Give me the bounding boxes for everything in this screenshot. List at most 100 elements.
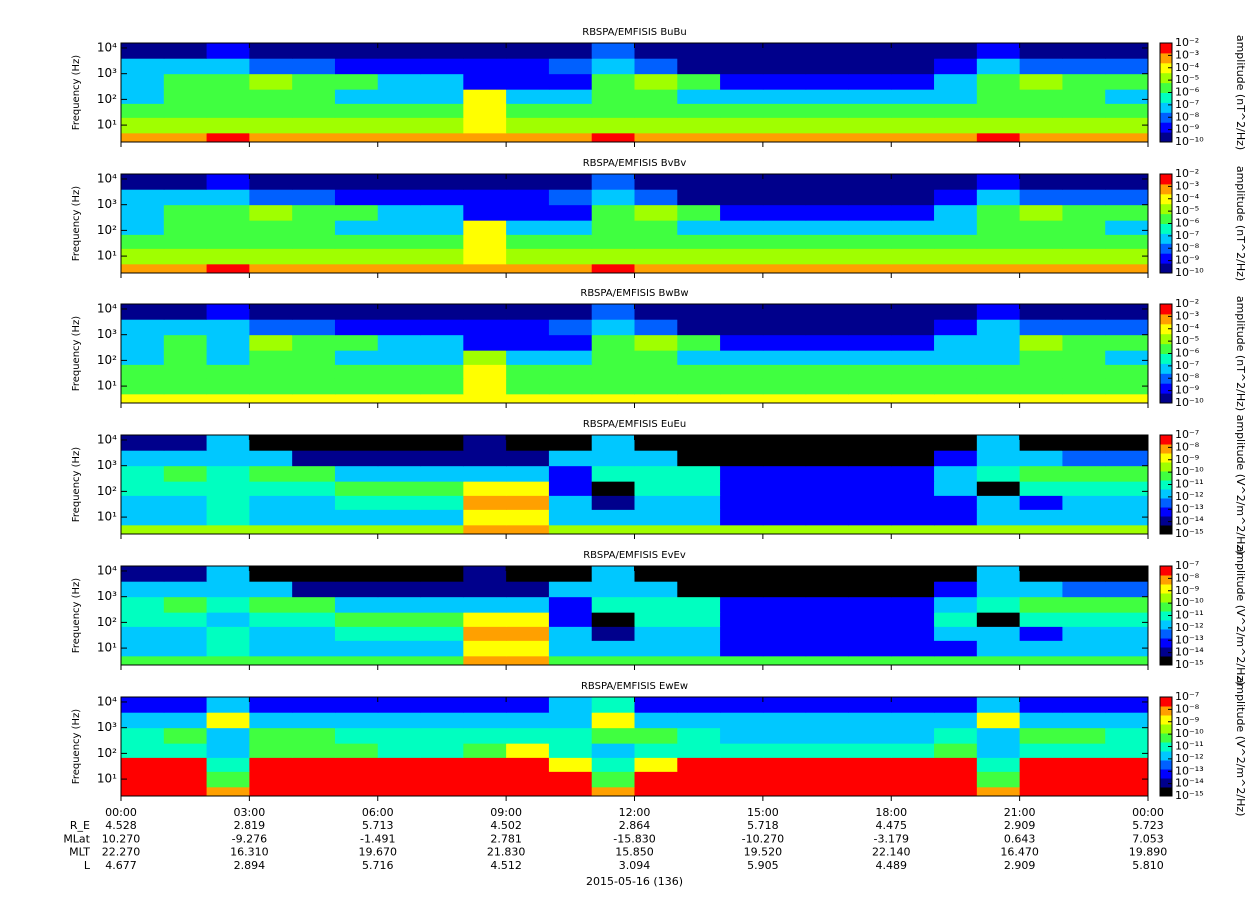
spectrogram-cell [634, 304, 678, 320]
spectrogram-cell [934, 103, 978, 118]
spectrogram-cell [121, 304, 165, 320]
spectrogram-cell [591, 378, 635, 395]
colorbar-tick-label: 10⁻¹⁰ [1175, 266, 1204, 279]
spectrogram-cell [249, 596, 293, 613]
colorbar-tick-label: 10⁻⁴ [1175, 322, 1200, 335]
spectrogram-cell [1019, 304, 1063, 320]
spectrogram-cell [677, 204, 721, 221]
spectrogram-cell [976, 248, 1021, 265]
colorbar-segment [1160, 393, 1172, 404]
spectrogram-cell [463, 640, 507, 657]
spectrogram-cell [1105, 771, 1149, 788]
panel-title: RBSPA/EMFISIS BwBw [580, 288, 688, 299]
spectrogram-cell [121, 743, 165, 758]
spectrogram-cell [591, 132, 635, 143]
spectrogram-cell [548, 771, 593, 788]
spectrogram-cell [934, 465, 978, 482]
spectrogram-cell [591, 73, 635, 90]
spectrogram-cell [506, 524, 550, 535]
spectrogram-cell [334, 117, 379, 134]
spectrogram-cell [848, 450, 892, 467]
spectrogram-cell [677, 581, 721, 598]
spectrogram-cell [121, 319, 165, 336]
ephemeris-value: 2.909 [1004, 819, 1036, 832]
ephemeris-value: 21.830 [487, 846, 526, 859]
spectrogram-cell [634, 655, 678, 666]
spectrogram-cell [634, 450, 678, 467]
spectrogram-cell [206, 393, 250, 404]
spectrogram-cell [334, 263, 379, 274]
spectrogram-cell [163, 89, 208, 104]
spectrogram-cell [377, 435, 422, 451]
spectrogram-cell [891, 393, 935, 404]
colorbar-segment [1160, 102, 1172, 113]
spectrogram-cell [163, 712, 208, 729]
spectrogram-cell [548, 43, 593, 59]
spectrogram-cell [1062, 757, 1106, 772]
spectrogram-cell [334, 524, 379, 535]
spectrogram-cell [976, 435, 1021, 451]
spectrogram-cell [163, 103, 208, 118]
spectrogram-cell [720, 304, 764, 320]
spectrogram-cell [163, 450, 208, 467]
spectrogram-cell [206, 334, 250, 351]
colorbar-tick-label: 10⁻¹⁰ [1175, 727, 1204, 740]
spectrogram-cell [762, 132, 807, 143]
spectrogram-cell [1019, 378, 1063, 395]
spectrogram-cell [548, 612, 593, 627]
spectrogram-cell [506, 743, 550, 758]
spectrogram-cell [805, 103, 849, 118]
spectrogram-cell [720, 73, 764, 90]
spectrogram-cell [805, 612, 849, 627]
spectrogram-cell [591, 435, 635, 451]
spectrogram-cell [891, 626, 935, 641]
colorbar-tick-label: 10⁻¹³ [1175, 633, 1204, 646]
spectrogram-cell [377, 189, 422, 206]
y-tick-label: 10⁴ [97, 171, 117, 185]
spectrogram-cell [934, 786, 978, 797]
spectrogram-cell [762, 43, 807, 59]
spectrogram-cell [805, 786, 849, 797]
colorbar-segment [1160, 193, 1172, 205]
spectrogram-cell [249, 393, 293, 404]
spectrogram-cell [934, 581, 978, 598]
spectrogram-cell [377, 465, 422, 482]
spectrogram-cell [163, 304, 208, 320]
spectrogram-cell [934, 73, 978, 90]
spectrogram-cell [805, 58, 849, 75]
spectrogram-cell [677, 89, 721, 104]
spectrogram-cell [1019, 771, 1063, 788]
colorbar-segment [1160, 263, 1172, 274]
spectrogram-cell [976, 612, 1021, 627]
spectrogram-cell [377, 263, 422, 274]
spectrogram-cell [677, 481, 721, 496]
spectrogram-cell [591, 263, 635, 274]
spectrogram-cell [634, 117, 678, 134]
spectrogram-cell [420, 89, 464, 104]
spectrogram-cell [163, 132, 208, 143]
spectrogram-cell [591, 596, 635, 613]
spectrogram-cell [463, 697, 507, 713]
spectrogram-cell [934, 771, 978, 788]
spectrogram-cell [634, 350, 678, 365]
spectrogram-cell [420, 189, 464, 206]
spectrogram-cell [805, 712, 849, 729]
spectrogram-cell [548, 393, 593, 404]
spectrogram-cell [163, 319, 208, 336]
spectrogram-cell [292, 626, 336, 641]
spectrogram-cell [121, 712, 165, 729]
y-tick-label: 10⁴ [97, 40, 117, 54]
panel-title: RBSPA/EMFISIS EwEw [581, 681, 688, 692]
spectrogram-cell [334, 566, 379, 582]
colorbar-segment [1160, 122, 1172, 133]
spectrogram-cell [292, 435, 336, 451]
spectrogram-cell [377, 640, 422, 657]
spectrogram-cell [1105, 495, 1149, 510]
colorbar-segment [1160, 203, 1172, 215]
spectrogram-cell [206, 132, 250, 143]
spectrogram-cell [634, 319, 678, 336]
spectrogram-cell [634, 524, 678, 535]
colorbar-tick-label: 10⁻⁵ [1175, 204, 1199, 217]
colorbar-tick-label: 10⁻¹² [1175, 752, 1204, 765]
colorbar-segment [1160, 373, 1172, 384]
